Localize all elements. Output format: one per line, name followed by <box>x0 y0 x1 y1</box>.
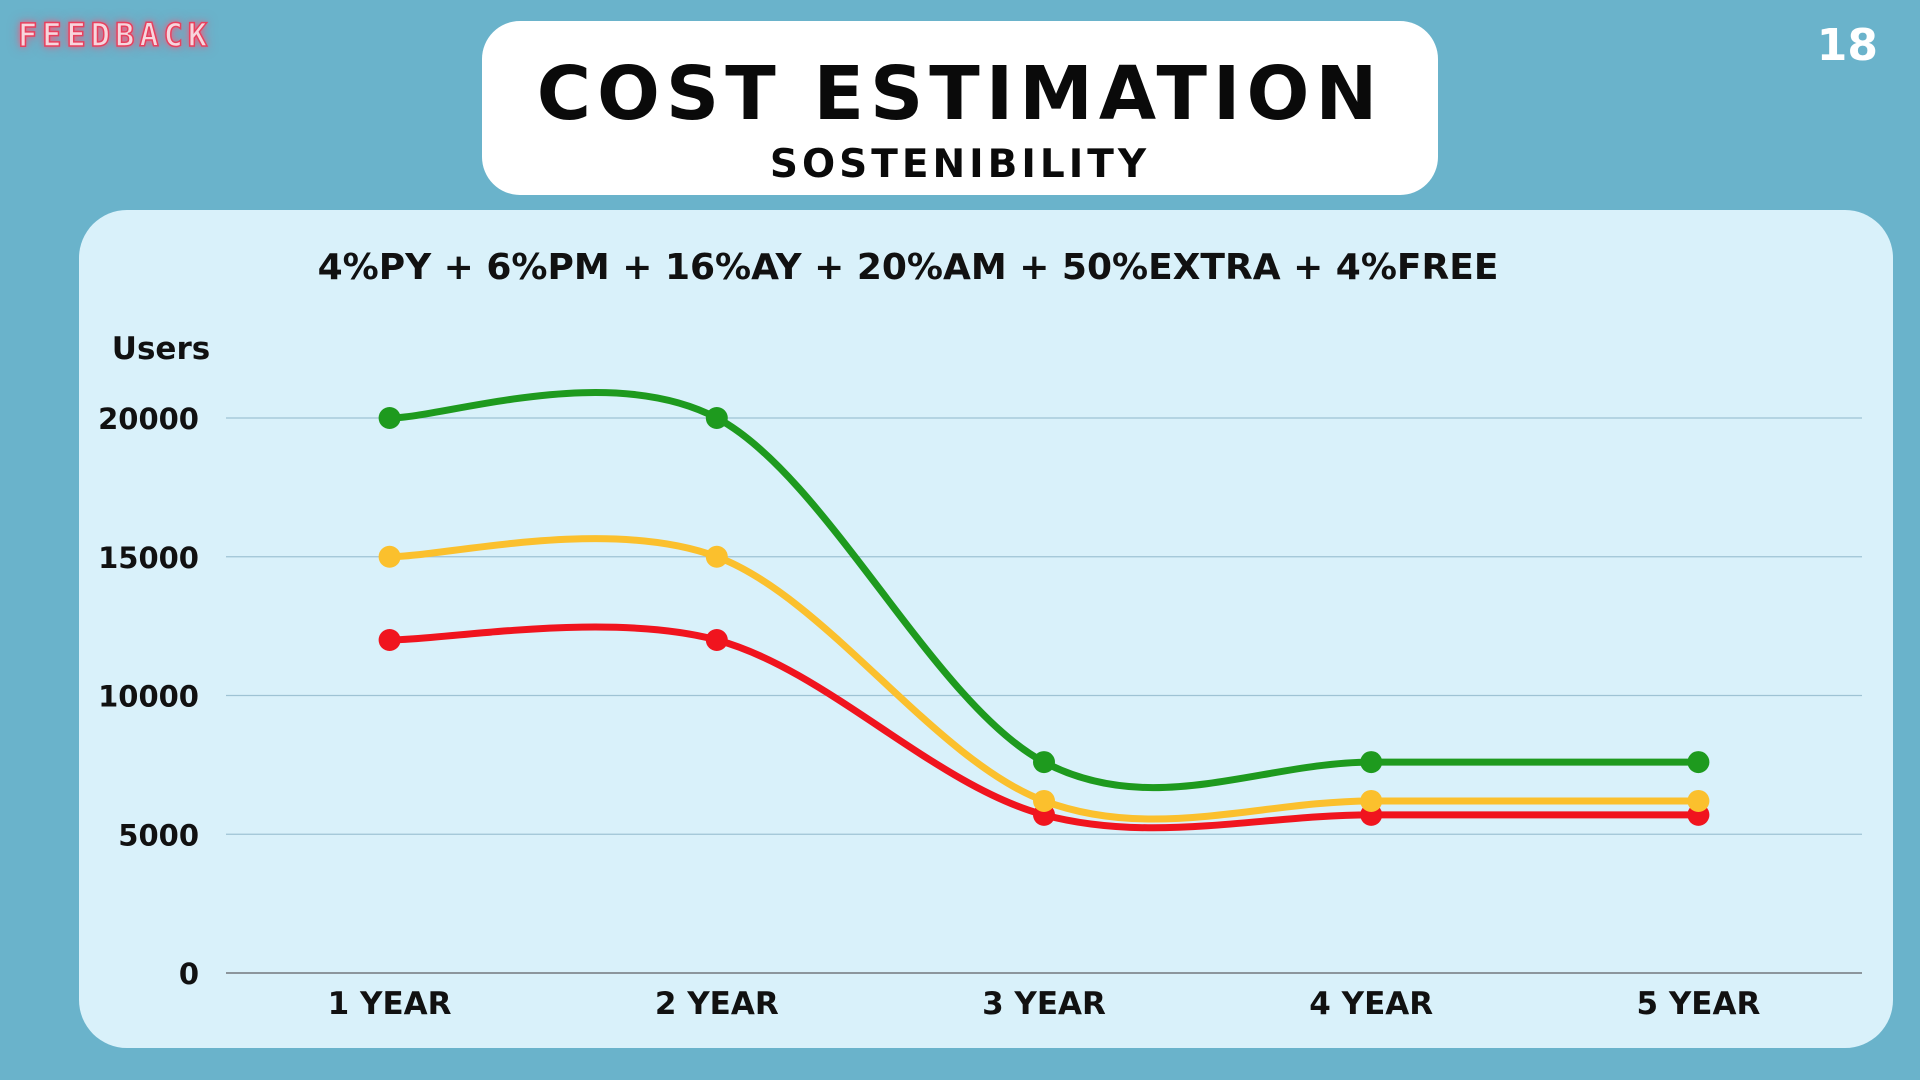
data-points <box>378 407 1710 826</box>
page-number: 18 <box>1816 20 1878 71</box>
y-tick-label: 20000 <box>98 402 199 436</box>
x-tick-label: 1 YEAR <box>328 986 452 1022</box>
y-axis-label: Users <box>112 331 210 367</box>
data-point <box>1360 751 1383 774</box>
x-tick-label: 2 YEAR <box>655 986 779 1022</box>
series-line <box>386 389 1702 792</box>
x-tick-label: 5 YEAR <box>1636 986 1760 1022</box>
gridlines <box>226 417 1862 974</box>
data-point <box>1033 789 1055 812</box>
data-point <box>378 407 401 429</box>
title-card: COST ESTIMATION SOSTENIBILITY <box>482 21 1438 195</box>
series-line <box>386 535 1702 823</box>
y-tick-label: 15000 <box>98 541 199 575</box>
x-tick-label: 3 YEAR <box>982 986 1106 1022</box>
y-tick-label: 10000 <box>98 680 199 714</box>
feedback-logo: FEEDBACK <box>17 15 213 55</box>
x-tick-label: 4 YEAR <box>1309 986 1433 1022</box>
data-point <box>1687 751 1710 774</box>
data-point <box>378 629 401 651</box>
data-point <box>705 629 728 651</box>
axis-ticks: 0 5000 10000 15000 20000 1 YEAR 2 YEAR 3 YEAR 4 … <box>98 402 1760 1022</box>
data-point <box>1687 789 1710 812</box>
data-point <box>705 407 728 429</box>
y-tick-label: 5000 <box>118 818 199 852</box>
data-point <box>705 545 728 568</box>
chart-title: 4%PY + 6%PM + 16%AY + 20%AM + 50%EXTRA +… <box>318 247 1499 288</box>
chart-panel: 4%PY + 6%PM + 16%AY + 20%AM + 50%EXTRA +… <box>79 210 1893 1048</box>
data-point <box>1033 751 1055 774</box>
y-tick-label: 0 <box>179 957 199 991</box>
slide-title: COST ESTIMATION <box>536 51 1384 137</box>
slide-subtitle: SOSTENIBILITY <box>769 142 1151 187</box>
line-chart: 4%PY + 6%PM + 16%AY + 20%AM + 50%EXTRA +… <box>98 247 1862 1022</box>
data-point <box>378 545 401 568</box>
data-point <box>1360 789 1383 812</box>
